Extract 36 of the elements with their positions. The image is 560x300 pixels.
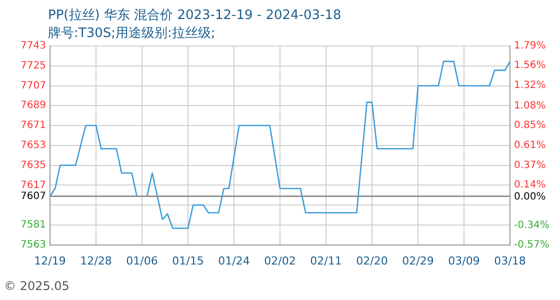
x-tick-label: 03/09 xyxy=(448,254,480,268)
x-tick-label: 12/19 xyxy=(34,254,66,268)
y2-tick-label: 1.79% xyxy=(514,40,546,52)
y2-tick-label: -0.34% xyxy=(514,220,550,232)
chart-subtitle: 牌号:T30S;用途级别:拉丝级; xyxy=(48,25,216,42)
y2-tick-label: 0.00% xyxy=(514,191,546,202)
y2-tick-label: 0.14% xyxy=(514,180,546,191)
x-tick-label: 01/24 xyxy=(218,254,250,268)
y2-tick-label: 1.32% xyxy=(514,80,546,92)
y-tick-label: 7563 xyxy=(20,239,46,250)
y-tick-label: 7689 xyxy=(20,100,46,112)
y-tick-label: 7617 xyxy=(20,180,46,191)
x-tick-label: 01/15 xyxy=(172,254,204,268)
y2-tick-label: -0.57% xyxy=(514,239,550,250)
y2-tick-label: 0.61% xyxy=(514,140,546,151)
x-tick-label: 02/29 xyxy=(402,254,434,268)
y-tick-label: 7707 xyxy=(20,80,46,92)
x-tick-label: 02/02 xyxy=(264,254,296,268)
y-tick-label: 7725 xyxy=(20,60,46,72)
x-tick-label: 03/18 xyxy=(494,254,526,268)
x-tick-label: 01/06 xyxy=(126,254,158,268)
y-tick-label: 7635 xyxy=(20,160,46,171)
y2-tick-label: 0.85% xyxy=(514,120,546,131)
y-tick-label: 7581 xyxy=(20,220,46,231)
chart-title: PP(拉丝) 华东 混合价 2023-12-19 - 2024-03-18 xyxy=(48,7,342,24)
y-tick-label: 7607 xyxy=(20,190,46,202)
x-tick-label: 12/28 xyxy=(80,254,112,268)
y-tick-label: 7743 xyxy=(20,40,46,52)
y2-tick-label: 0.37% xyxy=(514,160,546,172)
y2-tick-label: 1.56% xyxy=(514,60,546,71)
text: © 2025.05 xyxy=(4,279,70,293)
y-tick-label: 7671 xyxy=(20,120,46,132)
y-tick-label: 7653 xyxy=(20,140,46,151)
x-tick-label: 02/11 xyxy=(310,254,342,268)
y2-tick-label: 1.08% xyxy=(514,100,546,112)
x-tick-label: 02/20 xyxy=(356,254,388,268)
